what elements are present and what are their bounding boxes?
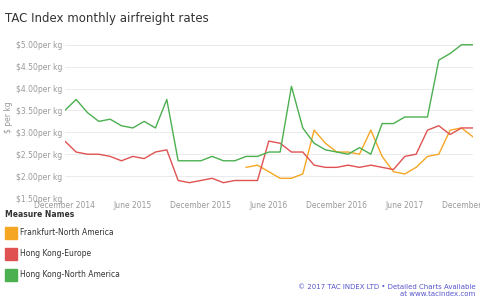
Text: Frankfurt-North America: Frankfurt-North America — [20, 228, 114, 237]
Text: TAC Index monthly airfreight rates: TAC Index monthly airfreight rates — [5, 12, 208, 25]
Text: Hong Kong-North America: Hong Kong-North America — [20, 270, 120, 279]
Text: Measure Names: Measure Names — [5, 210, 74, 219]
Text: Hong Kong-Europe: Hong Kong-Europe — [20, 249, 91, 258]
Y-axis label: $ per kg: $ per kg — [4, 101, 13, 133]
Text: © 2017 TAC INDEX LTD • Detailed Charts Available
at www.tacindex.com: © 2017 TAC INDEX LTD • Detailed Charts A… — [298, 284, 475, 297]
